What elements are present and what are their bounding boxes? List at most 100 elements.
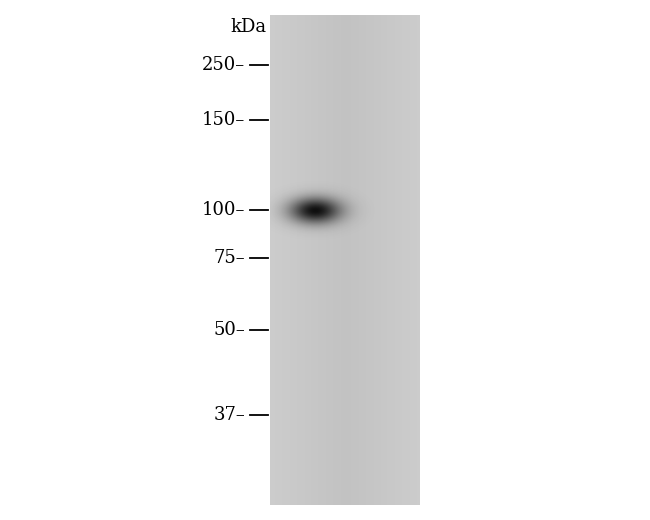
Bar — [351, 15, 352, 505]
Bar — [417, 15, 419, 505]
Bar — [387, 15, 389, 505]
Bar — [337, 15, 339, 505]
Bar — [341, 15, 342, 505]
Bar — [408, 15, 410, 505]
Bar — [354, 15, 356, 505]
Bar — [367, 15, 369, 505]
Bar — [276, 15, 278, 505]
Bar — [312, 15, 313, 505]
Bar — [313, 15, 315, 505]
Bar — [278, 15, 279, 505]
Bar — [375, 15, 376, 505]
Bar — [320, 15, 321, 505]
Bar — [396, 15, 398, 505]
Bar — [384, 15, 385, 505]
Bar — [363, 15, 365, 505]
Bar — [332, 15, 333, 505]
Bar — [359, 15, 360, 505]
Bar — [302, 15, 303, 505]
Bar — [348, 15, 350, 505]
Bar — [303, 15, 304, 505]
Text: 50–: 50– — [213, 321, 245, 339]
Bar — [289, 15, 291, 505]
Text: 37–: 37– — [213, 406, 245, 424]
Bar — [300, 15, 302, 505]
Bar — [406, 15, 408, 505]
Bar — [330, 15, 332, 505]
Bar — [413, 15, 414, 505]
Bar — [391, 15, 393, 505]
Bar — [326, 15, 327, 505]
Bar — [309, 15, 311, 505]
Bar — [270, 15, 272, 505]
Bar — [361, 15, 363, 505]
Bar — [285, 15, 287, 505]
Bar — [317, 15, 318, 505]
Bar — [282, 15, 283, 505]
Bar — [291, 15, 292, 505]
Bar — [342, 15, 343, 505]
Text: 150–: 150– — [202, 111, 245, 129]
Bar — [372, 15, 374, 505]
Bar — [298, 15, 300, 505]
Bar — [321, 15, 322, 505]
Text: 75–: 75– — [213, 249, 245, 267]
Bar — [346, 15, 348, 505]
Bar — [415, 15, 417, 505]
Bar — [315, 15, 317, 505]
Bar — [402, 15, 404, 505]
Bar — [335, 15, 336, 505]
Bar — [398, 15, 399, 505]
Bar — [296, 15, 297, 505]
Bar — [389, 15, 390, 505]
Bar — [345, 15, 346, 505]
Bar — [376, 15, 378, 505]
Bar — [328, 15, 330, 505]
Bar — [366, 15, 367, 505]
Bar — [404, 15, 405, 505]
Bar — [405, 15, 406, 505]
Bar — [272, 15, 273, 505]
Bar — [390, 15, 391, 505]
Bar — [378, 15, 380, 505]
Bar — [281, 15, 282, 505]
Bar — [382, 15, 384, 505]
Bar — [381, 15, 382, 505]
Bar — [360, 15, 361, 505]
Bar — [395, 15, 396, 505]
Bar — [419, 15, 420, 505]
Bar — [307, 15, 309, 505]
Bar — [273, 15, 274, 505]
Bar — [333, 15, 335, 505]
Bar — [339, 15, 341, 505]
Bar — [288, 15, 289, 505]
Text: 100–: 100– — [202, 201, 245, 219]
Bar — [322, 15, 324, 505]
Bar — [327, 15, 328, 505]
Bar — [324, 15, 326, 505]
Bar — [318, 15, 320, 505]
Bar — [399, 15, 400, 505]
Bar — [411, 15, 413, 505]
Bar — [352, 15, 354, 505]
Bar — [393, 15, 395, 505]
Bar — [283, 15, 285, 505]
Bar — [365, 15, 366, 505]
Bar — [350, 15, 351, 505]
Bar — [336, 15, 337, 505]
Bar — [410, 15, 411, 505]
Bar — [292, 15, 294, 505]
Bar — [306, 15, 307, 505]
Bar — [374, 15, 375, 505]
Bar — [370, 15, 372, 505]
Bar — [357, 15, 359, 505]
Bar — [369, 15, 370, 505]
Bar — [380, 15, 381, 505]
Bar — [343, 15, 345, 505]
Bar — [274, 15, 276, 505]
Text: kDa: kDa — [230, 18, 266, 36]
Bar — [304, 15, 306, 505]
Bar — [414, 15, 415, 505]
Bar — [294, 15, 296, 505]
Bar — [297, 15, 298, 505]
